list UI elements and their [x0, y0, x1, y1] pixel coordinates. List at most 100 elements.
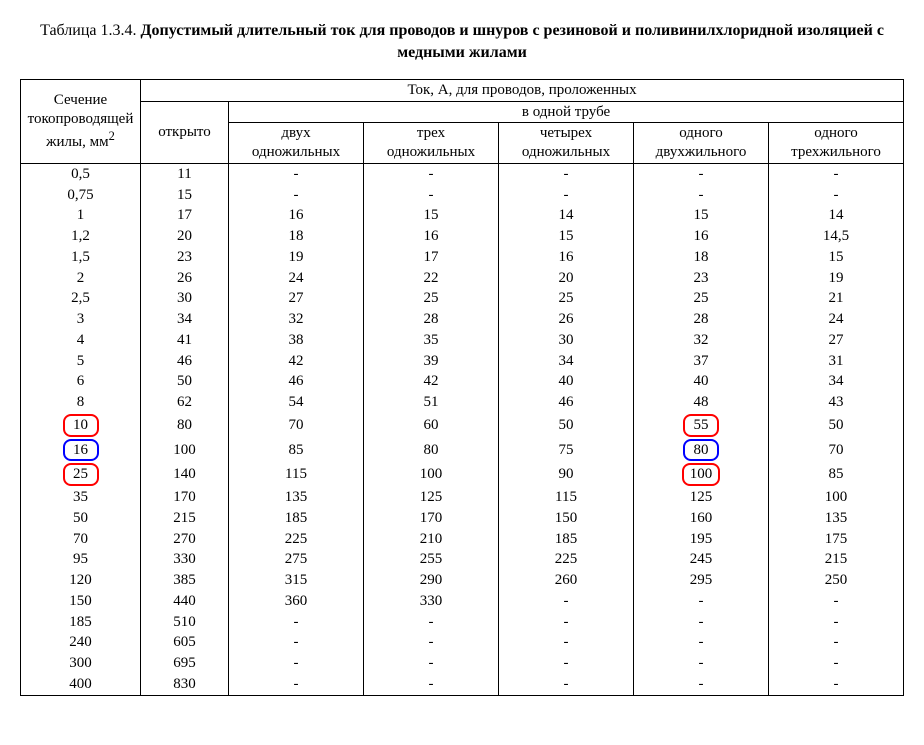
table-cell: 16	[229, 205, 364, 226]
table-cell: 46	[141, 351, 229, 372]
table-cell: 150	[21, 591, 141, 612]
table-cell: -	[229, 674, 364, 695]
table-cell: 50	[141, 371, 229, 392]
table-cell: 22	[364, 268, 499, 289]
caption-bold: Допустимый длительный ток для проводов и…	[141, 22, 884, 61]
table-cell: 135	[769, 508, 904, 529]
table-row: 1,5231917161815	[21, 247, 904, 268]
col-header-sub5: одногодвухжильного	[634, 123, 769, 164]
table-cell: 100	[634, 462, 769, 487]
table-cell: 15	[141, 185, 229, 206]
table-cell: 43	[769, 392, 904, 413]
table-cell: 30	[499, 330, 634, 351]
table-cell: 19	[769, 268, 904, 289]
table-cell: -	[499, 653, 634, 674]
table-row: 6504642404034	[21, 371, 904, 392]
table-cell: 16	[364, 226, 499, 247]
table-cell: 120	[21, 570, 141, 591]
table-cell: 100	[769, 487, 904, 508]
table-cell: 15	[634, 205, 769, 226]
table-cell: 19	[229, 247, 364, 268]
table-cell: -	[364, 632, 499, 653]
table-cell: 40	[634, 371, 769, 392]
table-row: 1171615141514	[21, 205, 904, 226]
table-cell: 23	[634, 268, 769, 289]
table-cell: -	[634, 591, 769, 612]
table-cell: 3	[21, 309, 141, 330]
table-cell: 80	[364, 438, 499, 463]
table-cell: 140	[141, 462, 229, 487]
table-cell: 100	[364, 462, 499, 487]
highlight-red: 55	[683, 414, 719, 437]
table-row: 0,7515-----	[21, 185, 904, 206]
table-cell: 400	[21, 674, 141, 695]
table-cell: 290	[364, 570, 499, 591]
table-cell: 225	[229, 529, 364, 550]
table-cell: 25	[364, 288, 499, 309]
table-cell: 42	[229, 351, 364, 372]
table-row: 2262422202319	[21, 268, 904, 289]
table-cell: 26	[499, 309, 634, 330]
table-cell: 46	[499, 392, 634, 413]
table-cell: 175	[769, 529, 904, 550]
table-row: 2,5302725252521	[21, 288, 904, 309]
table-cell: 695	[141, 653, 229, 674]
table-cell: 0,5	[21, 163, 141, 184]
table-cell: -	[769, 591, 904, 612]
table-cell: 360	[229, 591, 364, 612]
table-cell: 115	[499, 487, 634, 508]
table-cell: 16	[499, 247, 634, 268]
col-header-sub4: четыреходножильных	[499, 123, 634, 164]
table-cell: -	[229, 612, 364, 633]
caption-prefix: Таблица 1.3.4.	[40, 22, 140, 39]
table-cell: 46	[229, 371, 364, 392]
highlight-red: 10	[63, 414, 99, 437]
table-cell: -	[634, 612, 769, 633]
table-cell: 330	[364, 591, 499, 612]
table-row: 4413835303227	[21, 330, 904, 351]
table-cell: 51	[364, 392, 499, 413]
table-cell: 23	[141, 247, 229, 268]
table-cell: 30	[141, 288, 229, 309]
table-cell: 35	[21, 487, 141, 508]
highlight-red: 25	[63, 463, 99, 486]
table-row: 251401151009010085	[21, 462, 904, 487]
table-cell: 260	[499, 570, 634, 591]
table-cell: -	[634, 163, 769, 184]
table-cell: -	[769, 612, 904, 633]
table-cell: -	[499, 674, 634, 695]
table-cell: 315	[229, 570, 364, 591]
table-cell: -	[769, 163, 904, 184]
table-cell: 55	[634, 413, 769, 438]
table-cell: 1,5	[21, 247, 141, 268]
table-cell: 245	[634, 549, 769, 570]
table-cell: 605	[141, 632, 229, 653]
table-cell: 275	[229, 549, 364, 570]
table-row: 3343228262824	[21, 309, 904, 330]
table-row: 50215185170150160135	[21, 508, 904, 529]
table-row: 95330275255225245215	[21, 549, 904, 570]
table-cell: 300	[21, 653, 141, 674]
col-header-sub6: одноготрехжильного	[769, 123, 904, 164]
table-cell: 17	[141, 205, 229, 226]
table-cell: 14,5	[769, 226, 904, 247]
table-cell: 15	[769, 247, 904, 268]
table-cell: -	[769, 632, 904, 653]
table-row: 300695-----	[21, 653, 904, 674]
table-cell: 34	[769, 371, 904, 392]
table-cell: 90	[499, 462, 634, 487]
highlight-blue: 80	[683, 439, 719, 462]
data-table: Сечение токопроводящей жилы, мм2 Ток, А,…	[20, 79, 904, 696]
table-row: 185510-----	[21, 612, 904, 633]
table-cell: 510	[141, 612, 229, 633]
table-cell: 135	[229, 487, 364, 508]
table-cell: 270	[141, 529, 229, 550]
table-body: 0,511-----0,7515-----11716151415141,2201…	[21, 163, 904, 695]
table-cell: 24	[769, 309, 904, 330]
table-cell: 50	[499, 413, 634, 438]
table-cell: 150	[499, 508, 634, 529]
table-cell: -	[634, 653, 769, 674]
table-cell: 20	[499, 268, 634, 289]
table-cell: -	[364, 674, 499, 695]
table-cell: 2	[21, 268, 141, 289]
